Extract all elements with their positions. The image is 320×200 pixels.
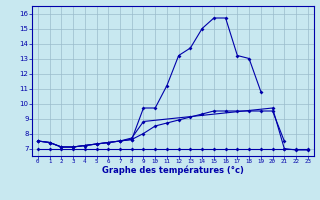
X-axis label: Graphe des températures (°c): Graphe des températures (°c) <box>102 166 244 175</box>
